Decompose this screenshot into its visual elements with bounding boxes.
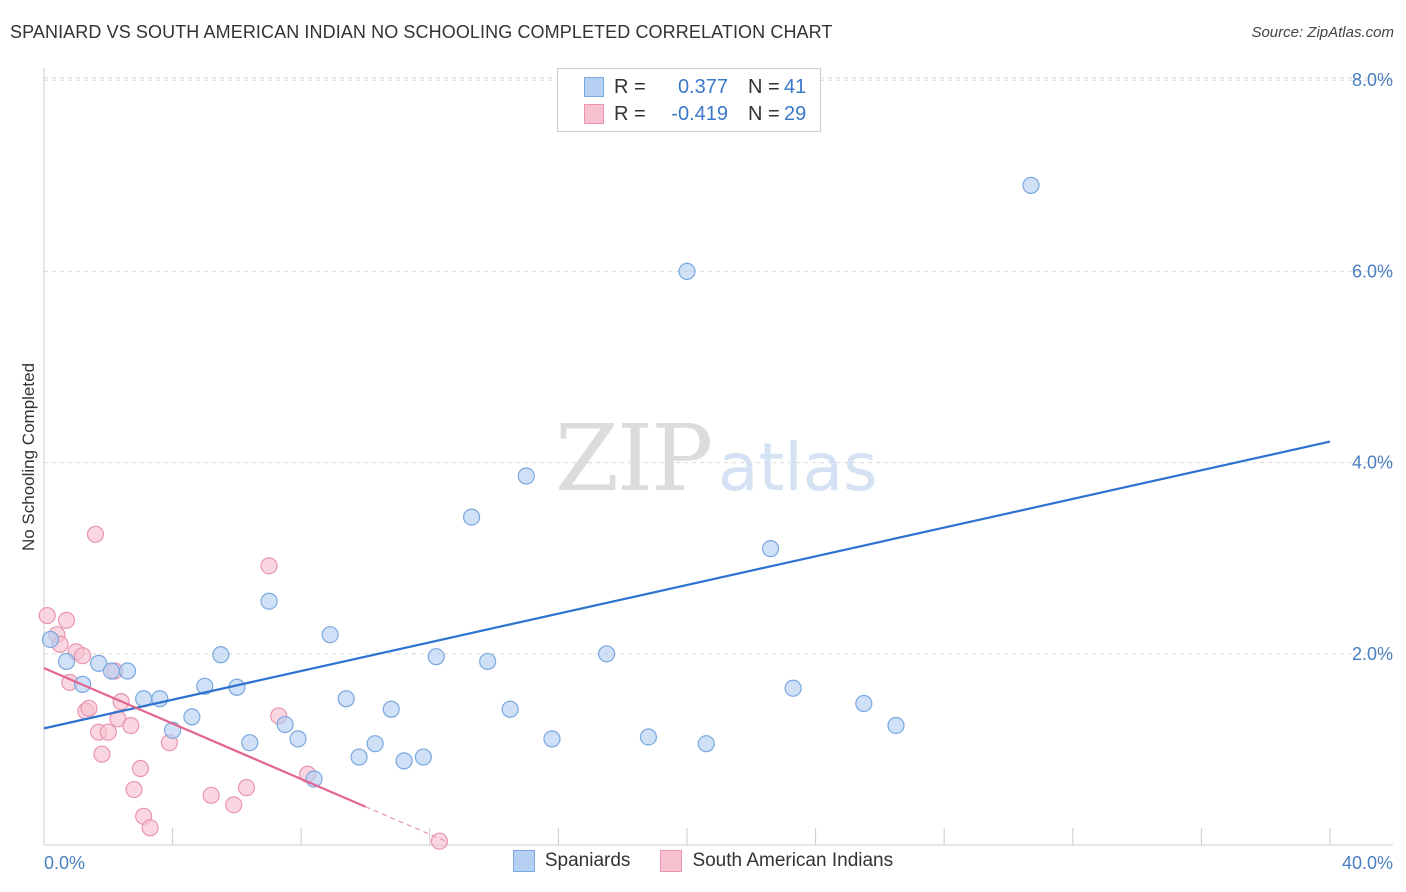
spaniards-point — [678, 262, 696, 280]
spaniards-point — [276, 715, 294, 734]
spaniards-point — [543, 730, 561, 748]
spaniards-point — [855, 694, 873, 713]
south-american-indians-point — [86, 525, 105, 543]
stats-legend: R = 0.377 N = 41 R = -0.419 N = 29 — [557, 68, 821, 132]
south-american-indians-point — [125, 780, 143, 799]
x-tick-label-min: 0.0% — [44, 853, 85, 873]
spaniards-point — [260, 592, 278, 610]
spaniards-point — [90, 654, 108, 672]
legend-label-spaniards: Spaniards — [544, 850, 631, 871]
south-american-indians-point — [260, 557, 278, 575]
spaniards-point — [41, 630, 60, 649]
spaniards-point — [501, 700, 519, 718]
y-axis-label: No Schooling Completed — [19, 363, 38, 551]
spaniards-point — [241, 734, 259, 752]
spaniards-point — [321, 626, 339, 644]
spaniards-point — [102, 662, 121, 680]
spaniards-point — [118, 662, 137, 680]
spaniards-legend-swatch — [512, 850, 535, 872]
spaniards-point — [697, 735, 715, 753]
south-american-indians-swatch — [584, 104, 604, 124]
r-label: R = — [614, 102, 646, 125]
south-american-indians-point — [122, 716, 140, 735]
spaniards-point — [350, 748, 368, 766]
spaniards-point — [382, 700, 400, 718]
spaniards-point — [761, 540, 780, 558]
x-tick-label-max: 40.0% — [1342, 853, 1393, 873]
y-tick-label: 4.0% — [1352, 453, 1393, 473]
spaniards-point — [639, 728, 658, 746]
stats-row-spaniards: R = 0.377 N = 41 — [558, 74, 806, 100]
r-label: R = — [614, 75, 646, 98]
spaniards-point — [784, 679, 802, 697]
south-american-indians-point — [57, 611, 76, 629]
south-american-indians-legend-swatch — [660, 850, 683, 872]
watermark-atlas: atlas — [718, 429, 878, 506]
trend-lines — [43, 440, 1331, 842]
spaniards-point — [183, 708, 201, 726]
spaniards-point — [427, 648, 445, 666]
source-label: Source: ZipAtlas.com — [1251, 24, 1394, 41]
spaniards-point — [289, 730, 307, 748]
y-tick-label: 8.0% — [1352, 70, 1393, 90]
grid-layer — [44, 77, 1393, 655]
n-value: 29 — [784, 102, 807, 125]
spaniards-points — [41, 81, 1040, 788]
n-label: N = — [748, 102, 780, 125]
south-american-indians-trend-line — [43, 667, 366, 808]
spaniards-point — [196, 677, 214, 695]
spaniards-point — [517, 467, 535, 485]
y-tick-label: 6.0% — [1352, 261, 1393, 281]
n-label: N = — [748, 75, 780, 98]
spaniards-point — [57, 652, 76, 671]
south-american-indians-trend-extension — [365, 806, 447, 842]
south-american-indians-point — [202, 786, 220, 804]
south-american-indians-point — [131, 759, 150, 778]
y-tick-labels: 2.0% 4.0% 6.0% 8.0% — [1352, 70, 1393, 664]
south-american-indians-point — [93, 745, 111, 763]
spaniards-swatch — [584, 77, 604, 97]
spaniards-point — [212, 646, 230, 664]
spaniards-point — [395, 752, 413, 770]
south-american-indians-point — [141, 819, 159, 837]
spaniards-point — [1022, 176, 1040, 194]
n-value: 41 — [784, 75, 807, 98]
south-american-indians-point — [225, 796, 243, 814]
spaniards-point — [337, 690, 355, 708]
watermark-zip: ZIP — [555, 405, 711, 512]
south-american-indians-point — [80, 699, 98, 717]
chart-title: SPANIARD VS SOUTH AMERICAN INDIAN NO SCH… — [10, 22, 833, 42]
legend-item-spaniards: Spaniards — [512, 850, 631, 872]
stats-row-south-american-indians: R = -0.419 N = 29 — [558, 101, 806, 127]
south-american-indians-point — [73, 647, 92, 665]
axis-layer — [43, 68, 1393, 846]
spaniards-point — [414, 748, 432, 766]
spaniards-point — [887, 716, 905, 735]
spaniards-point — [366, 735, 384, 753]
y-tick-label: 2.0% — [1352, 644, 1393, 664]
south-american-indians-point — [99, 723, 117, 741]
south-american-indians-point — [38, 606, 56, 625]
series-legend: Spaniards South American Indians — [0, 850, 1406, 872]
spaniards-point — [462, 508, 481, 526]
spaniards-trend-line — [43, 440, 1331, 730]
south-american-indians-point — [237, 779, 256, 797]
spaniards-point — [598, 645, 616, 663]
r-value: 0.377 — [677, 75, 728, 98]
spaniards-point — [479, 652, 497, 671]
legend-item-south-american-indians: South American Indians — [660, 850, 893, 872]
r-value: -0.419 — [671, 102, 728, 125]
legend-label-south-american-indians: South American Indians — [692, 850, 894, 871]
